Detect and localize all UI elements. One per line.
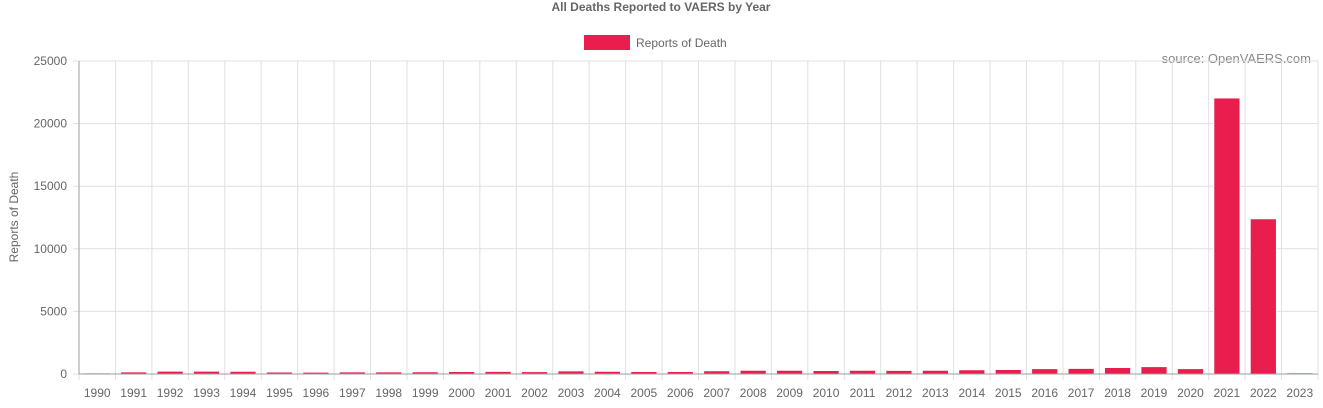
- x-tick-label: 1996: [303, 386, 330, 400]
- bar[interactable]: [921, 369, 949, 375]
- x-tick-label: 2016: [1031, 386, 1058, 400]
- x-tick-label: 2012: [886, 386, 913, 400]
- bar[interactable]: [1249, 218, 1277, 375]
- x-tick-label: 1990: [84, 386, 111, 400]
- x-tick-label: 2014: [958, 386, 985, 400]
- x-tick-label: 1991: [120, 386, 147, 400]
- y-tick-labels: 0 5000 10000 15000 20000 25000: [34, 54, 68, 381]
- x-tick-label: 2011: [850, 386, 876, 400]
- x-tick-label: 2015: [995, 386, 1022, 400]
- x-tick-label: 2006: [667, 386, 694, 400]
- y-axis-label: Reports of Death: [7, 172, 21, 263]
- legend-swatch: [584, 35, 630, 50]
- x-tick-label: 2003: [558, 386, 585, 400]
- x-tick-label: 2002: [521, 386, 548, 400]
- x-tick-label: 2017: [1068, 386, 1095, 400]
- bar[interactable]: [1031, 368, 1059, 375]
- bar[interactable]: [812, 369, 840, 375]
- bars: [83, 97, 1314, 375]
- y-tick-label: 0: [60, 367, 67, 381]
- y-tick-label: 15000: [34, 179, 68, 193]
- legend[interactable]: Reports of Death: [584, 35, 727, 50]
- bar[interactable]: [1140, 366, 1168, 375]
- x-tick-label: 2018: [1104, 386, 1131, 400]
- grid: [73, 60, 1319, 380]
- x-tick-label: 1992: [157, 386, 184, 400]
- x-tick-label: 2000: [448, 386, 475, 400]
- x-tick-labels: 1990 1991 1992 1993 1994 1995 1996 1997 1998 1999…: [84, 386, 1314, 400]
- bar[interactable]: [1067, 367, 1095, 375]
- y-tick-label: 20000: [34, 117, 68, 131]
- x-tick-label: 2023: [1286, 386, 1313, 400]
- bar[interactable]: [1176, 368, 1205, 375]
- chart-title: All Deaths Reported to VAERS by Year: [552, 0, 771, 14]
- bar[interactable]: [958, 369, 986, 375]
- bar[interactable]: [775, 369, 804, 375]
- y-tick-label: 25000: [34, 54, 68, 68]
- x-tick-label: 2008: [740, 386, 767, 400]
- x-tick-label: 2009: [776, 386, 803, 400]
- source-annotation: source: OpenVAERS.com: [1162, 51, 1311, 66]
- x-tick-label: 2013: [922, 386, 949, 400]
- x-tick-label: 2021: [1214, 386, 1241, 400]
- x-tick-label: 1999: [412, 386, 439, 400]
- bar[interactable]: [885, 369, 913, 375]
- axes: [78, 61, 1318, 375]
- bar[interactable]: [994, 368, 1022, 375]
- x-tick-label: 2020: [1177, 386, 1204, 400]
- x-tick-label: 1995: [266, 386, 293, 400]
- bar[interactable]: [1103, 366, 1132, 375]
- x-tick-label: 2019: [1141, 386, 1168, 400]
- x-tick-label: 2007: [703, 386, 730, 400]
- x-tick-label: 2001: [485, 386, 512, 400]
- bar[interactable]: [848, 369, 877, 375]
- y-tick-label: 5000: [40, 304, 67, 318]
- x-tick-label: 2010: [813, 386, 840, 400]
- y-tick-label: 10000: [34, 242, 68, 256]
- x-tick-label: 2005: [630, 386, 657, 400]
- bar[interactable]: [1213, 97, 1241, 375]
- x-tick-label: 1994: [230, 386, 257, 400]
- x-tick-label: 2022: [1250, 386, 1277, 400]
- x-tick-label: 1997: [339, 386, 366, 400]
- x-tick-label: 1993: [193, 386, 220, 400]
- x-tick-label: 1998: [375, 386, 402, 400]
- legend-label: Reports of Death: [636, 36, 727, 50]
- bar[interactable]: [739, 369, 767, 375]
- x-tick-label: 2004: [594, 386, 621, 400]
